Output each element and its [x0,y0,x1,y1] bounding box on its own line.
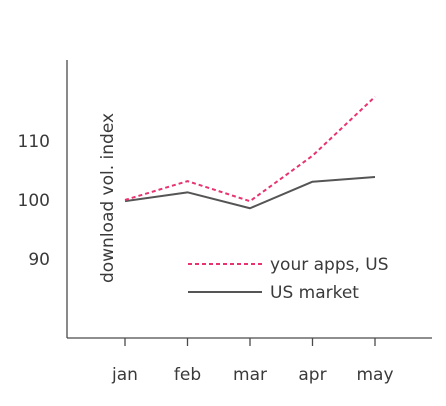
legend-label: your apps, US [270,255,389,275]
x-tick-label: mar [233,365,267,385]
series-lines [124,96,376,210]
series-line-0 [124,96,376,203]
legend: your apps, US US market [188,255,389,303]
y-tick-label: 90 [28,250,50,270]
y-axis-title: download vol. index [98,113,118,283]
x-tick-label: apr [298,365,326,385]
x-tick-label: may [356,365,393,385]
x-tick-label: feb [174,365,201,385]
y-tick-label: 100 [18,191,50,211]
y-ticks: 90 100 110 [18,132,50,270]
axes [66,60,432,339]
legend-label: US market [270,283,359,303]
x-ticks: jan feb mar apr may [111,338,394,385]
series-line-1 [124,175,376,210]
x-tick-label: jan [111,365,138,385]
y-tick-label: 110 [18,132,50,152]
